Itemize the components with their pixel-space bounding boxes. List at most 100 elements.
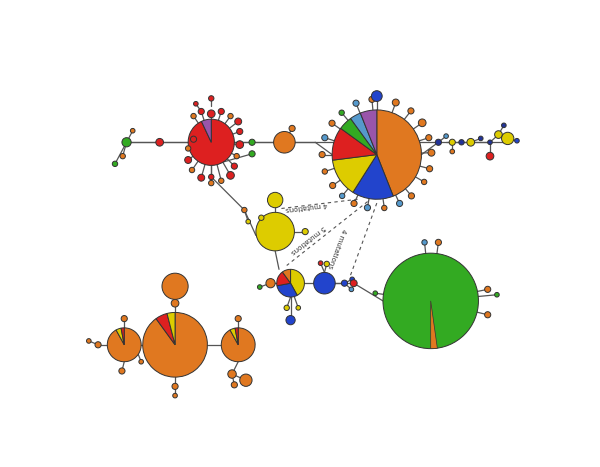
Wedge shape — [290, 269, 304, 295]
Circle shape — [139, 360, 143, 364]
Circle shape — [364, 205, 371, 211]
Wedge shape — [283, 269, 290, 283]
Circle shape — [235, 118, 242, 125]
Circle shape — [268, 192, 283, 208]
Circle shape — [256, 212, 295, 251]
Wedge shape — [332, 128, 377, 160]
Wedge shape — [235, 328, 238, 345]
Circle shape — [502, 123, 506, 127]
Circle shape — [236, 128, 243, 134]
Circle shape — [485, 311, 491, 318]
Circle shape — [194, 101, 198, 106]
Circle shape — [209, 180, 214, 186]
Circle shape — [242, 207, 247, 213]
Circle shape — [208, 110, 215, 118]
Circle shape — [198, 108, 205, 114]
Circle shape — [426, 134, 432, 141]
Circle shape — [156, 138, 164, 146]
Circle shape — [185, 156, 191, 163]
Wedge shape — [230, 328, 238, 345]
Wedge shape — [202, 119, 211, 142]
Circle shape — [240, 374, 252, 386]
Wedge shape — [107, 328, 141, 362]
Circle shape — [350, 280, 357, 287]
Circle shape — [382, 205, 387, 211]
Circle shape — [409, 193, 415, 199]
Circle shape — [231, 163, 238, 169]
Circle shape — [369, 96, 375, 102]
Wedge shape — [431, 301, 437, 349]
Circle shape — [228, 370, 236, 378]
Wedge shape — [332, 155, 377, 192]
Circle shape — [198, 174, 205, 181]
Circle shape — [383, 253, 478, 349]
Circle shape — [274, 132, 295, 153]
Circle shape — [350, 277, 355, 282]
Wedge shape — [121, 328, 124, 345]
Circle shape — [289, 125, 295, 132]
Circle shape — [373, 291, 377, 296]
Wedge shape — [188, 119, 235, 165]
Circle shape — [227, 171, 235, 179]
Circle shape — [120, 154, 125, 159]
Circle shape — [450, 149, 455, 154]
Text: 4 mutations: 4 mutations — [327, 228, 347, 269]
Circle shape — [112, 161, 118, 167]
Circle shape — [234, 154, 239, 159]
Circle shape — [427, 166, 433, 172]
Circle shape — [249, 139, 255, 145]
Circle shape — [286, 316, 295, 325]
Circle shape — [249, 151, 255, 157]
Circle shape — [408, 108, 414, 114]
Circle shape — [339, 110, 344, 115]
Circle shape — [515, 138, 519, 143]
Circle shape — [228, 113, 233, 119]
Wedge shape — [341, 119, 377, 155]
Circle shape — [130, 128, 135, 133]
Circle shape — [436, 139, 442, 145]
Circle shape — [173, 393, 178, 398]
Circle shape — [121, 316, 127, 322]
Circle shape — [172, 383, 178, 389]
Circle shape — [259, 215, 264, 220]
Text: 4 mutations: 4 mutations — [285, 201, 327, 212]
Circle shape — [319, 151, 325, 158]
Wedge shape — [353, 155, 393, 199]
Circle shape — [353, 100, 359, 106]
Circle shape — [392, 99, 399, 106]
Circle shape — [478, 136, 483, 141]
Circle shape — [494, 131, 502, 138]
Circle shape — [218, 178, 224, 184]
Circle shape — [397, 200, 403, 206]
Wedge shape — [277, 283, 297, 297]
Circle shape — [502, 132, 514, 145]
Circle shape — [122, 138, 131, 147]
Circle shape — [86, 339, 91, 343]
Circle shape — [341, 280, 347, 286]
Circle shape — [488, 140, 493, 145]
Circle shape — [191, 113, 196, 119]
Circle shape — [171, 299, 179, 307]
Circle shape — [349, 287, 354, 292]
Circle shape — [449, 139, 455, 145]
Circle shape — [218, 108, 224, 114]
Circle shape — [486, 152, 494, 160]
Circle shape — [235, 316, 241, 322]
Circle shape — [209, 96, 214, 101]
Circle shape — [296, 305, 301, 310]
Circle shape — [95, 342, 101, 348]
Circle shape — [209, 174, 214, 180]
Circle shape — [185, 146, 191, 151]
Wedge shape — [156, 313, 175, 345]
Circle shape — [329, 183, 336, 189]
Circle shape — [246, 219, 251, 224]
Circle shape — [324, 261, 329, 267]
Circle shape — [284, 305, 289, 311]
Circle shape — [162, 273, 188, 299]
Wedge shape — [361, 110, 377, 155]
Circle shape — [494, 292, 499, 297]
Circle shape — [422, 240, 427, 245]
Circle shape — [322, 169, 328, 174]
Circle shape — [231, 382, 238, 388]
Wedge shape — [377, 110, 421, 196]
